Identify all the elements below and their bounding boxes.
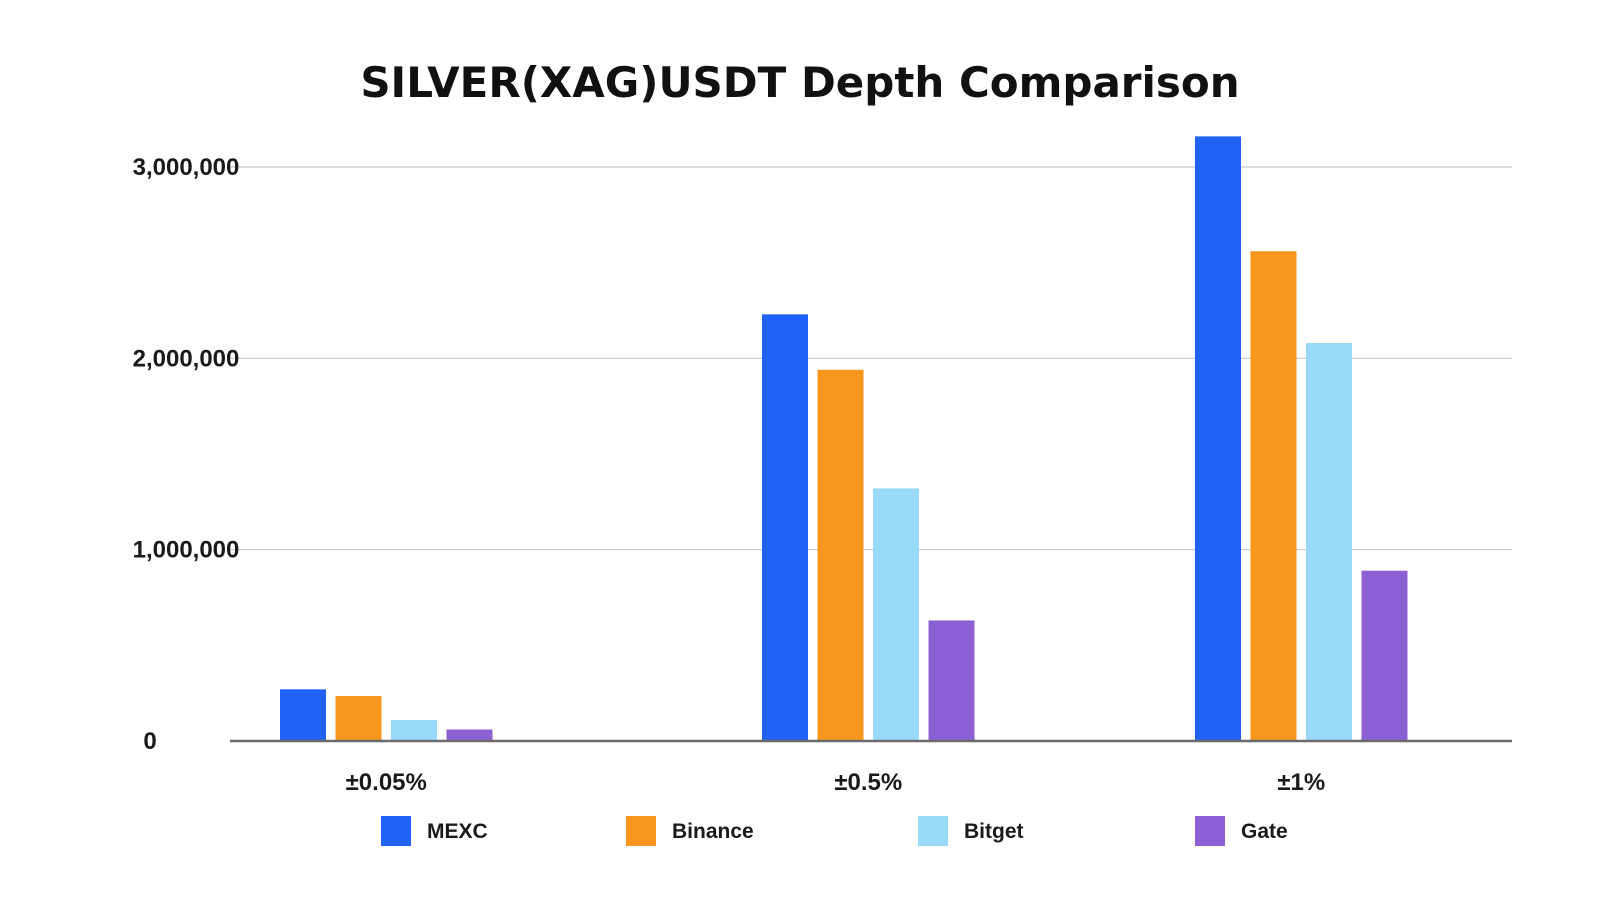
legend-item-bitget: Bitget: [918, 816, 1024, 846]
legend-item-mexc: MEXC: [381, 816, 488, 846]
x-category-label: ±0.5%: [834, 769, 902, 796]
y-tick-label: 2,000,000: [133, 345, 240, 372]
legend-label: Binance: [672, 820, 754, 843]
bar-gate-2: [1361, 570, 1408, 741]
y-tick-label: 1,000,000: [133, 537, 240, 564]
chart-title: SILVER(XAG)USDT Depth Comparison: [360, 58, 1239, 107]
legend-swatch: [626, 816, 656, 846]
bar-binance-0: [335, 696, 382, 741]
bar-bitget-0: [391, 719, 437, 741]
legend: MEXC Binance Bitget Gate: [381, 816, 1288, 846]
legend-swatch: [918, 816, 948, 846]
x-category-label: ±1%: [1277, 769, 1325, 796]
x-category-label: ±0.05%: [346, 769, 427, 796]
bar-binance-1: [817, 369, 864, 741]
bar-mexc-2: [1195, 136, 1241, 742]
bar-binance-2: [1250, 251, 1297, 742]
legend-item-gate: Gate: [1195, 816, 1288, 846]
y-tick-label: 0: [143, 728, 156, 755]
bar-mexc-0: [280, 689, 326, 741]
bar-bitget-2: [1306, 343, 1352, 741]
bar-gate-1: [928, 620, 975, 741]
bar-mexc-1: [762, 314, 808, 741]
legend-swatch: [381, 816, 411, 846]
bar-gate-0: [446, 729, 493, 741]
legend-label: Bitget: [964, 820, 1024, 843]
y-axis-tick-labels: 0 1,000,000 2,000,000 3,000,000: [133, 154, 240, 755]
x-axis-category-labels: ±0.05% ±0.5% ±1%: [346, 769, 1326, 796]
bars: [280, 136, 1408, 742]
y-tick-label: 3,000,000: [133, 154, 240, 181]
gridlines: [230, 166, 1512, 551]
legend-item-binance: Binance: [626, 816, 754, 846]
bar-bitget-1: [873, 488, 919, 741]
legend-label: Gate: [1241, 820, 1288, 843]
legend-label: MEXC: [427, 820, 488, 843]
legend-swatch: [1195, 816, 1225, 846]
